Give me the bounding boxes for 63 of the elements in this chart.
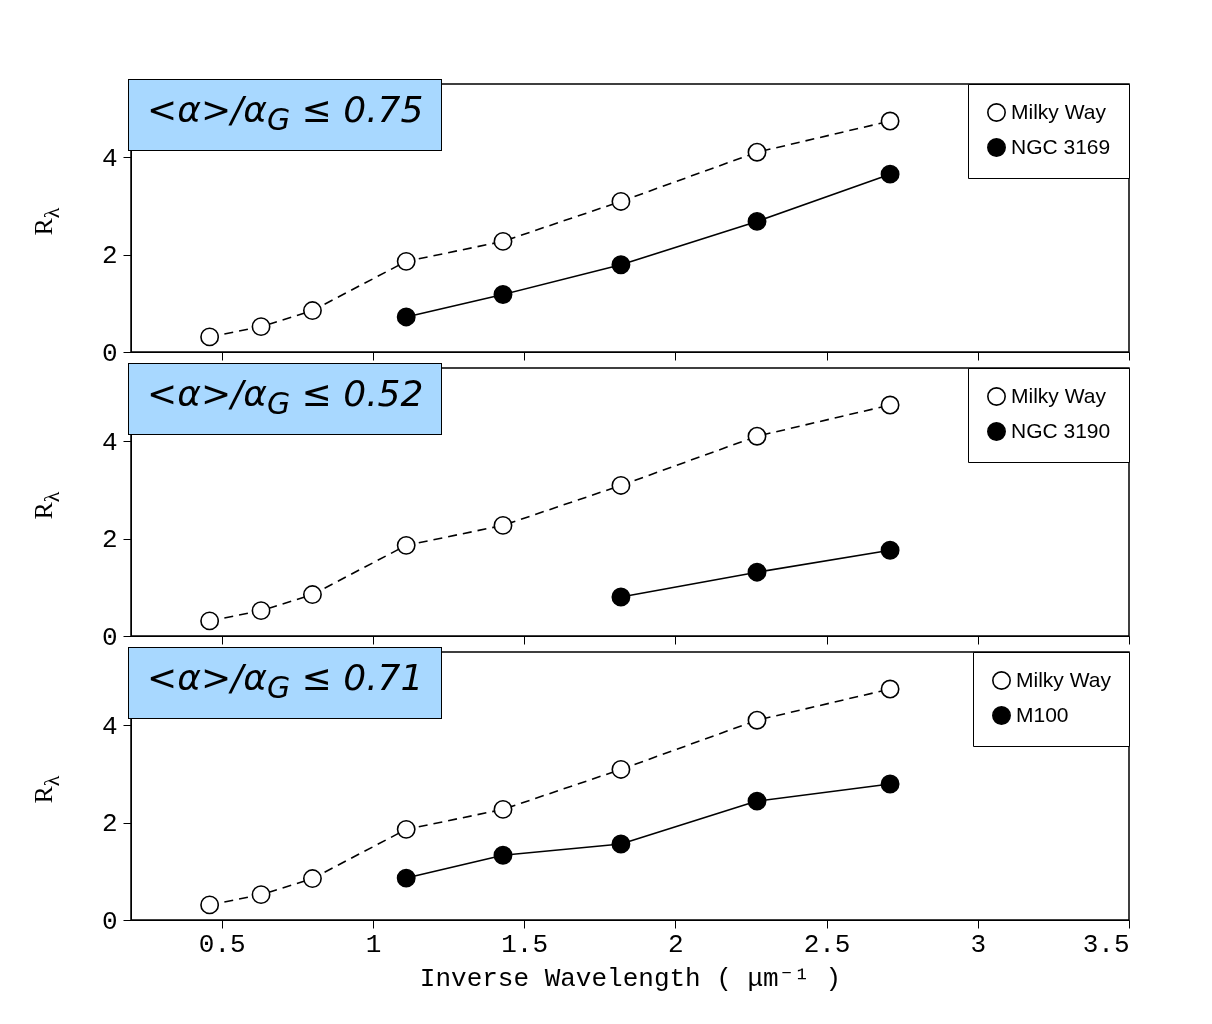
y-tick-label: 2 (101, 241, 118, 272)
y-tick-label: 4 (101, 427, 118, 458)
point (611, 255, 631, 275)
legend-label: Milky Way (1011, 99, 1107, 123)
point (396, 535, 416, 555)
x-tick-label: 1 (365, 929, 382, 960)
point (747, 142, 767, 162)
point (200, 327, 220, 347)
point (880, 540, 900, 560)
point (302, 301, 322, 321)
y-tick-label: 2 (101, 809, 118, 840)
point (611, 475, 631, 495)
y-tick-label: 0 (101, 622, 118, 653)
point (747, 426, 767, 446)
point (880, 395, 900, 415)
point (200, 611, 220, 631)
point (880, 164, 900, 184)
point (747, 211, 767, 231)
point (200, 895, 220, 915)
y-tick-label: 0 (101, 338, 118, 369)
point (880, 679, 900, 699)
legend-label: NGC 3190 (1011, 418, 1111, 442)
x-tick-label: 3 (970, 929, 987, 960)
x-tick-label: 2.5 (803, 929, 851, 960)
point (611, 587, 631, 607)
point (493, 285, 513, 304)
y-tick-label: 4 (101, 711, 118, 742)
legend-label: Milky Way (1011, 383, 1107, 407)
point (747, 562, 767, 582)
point (396, 307, 416, 327)
x-tick-label: 1.5 (501, 929, 549, 960)
point (880, 774, 900, 794)
x-tick-label: 2 (668, 929, 684, 960)
legend-label: M100 (1016, 702, 1069, 726)
point (747, 710, 767, 730)
point (396, 819, 416, 839)
point (611, 834, 631, 854)
point (251, 601, 271, 621)
point (880, 111, 900, 131)
point (493, 799, 513, 819)
point (302, 585, 322, 605)
legend-label: NGC 3169 (1011, 134, 1111, 158)
x-tick-label: 0.5 (198, 929, 246, 960)
point (611, 191, 631, 211)
point (396, 868, 416, 888)
point (747, 791, 767, 811)
point (251, 317, 271, 337)
point (396, 251, 416, 271)
y-tick-label: 0 (101, 906, 118, 937)
annotation: <α>/α$_{G}$ ≤ 0.71 (128, 647, 443, 720)
y-tick-label: 2 (101, 525, 118, 556)
annotation: <α>/α$_{G}$ ≤ 0.52 (128, 363, 443, 436)
point (493, 845, 513, 865)
point (251, 885, 271, 905)
x-tick-label: 3.5 (1082, 929, 1130, 960)
point (493, 515, 513, 535)
legend-label: Milky Way (1016, 667, 1112, 691)
point (611, 759, 631, 779)
x-axis-title: Inverse Wavelength ( μm⁻¹ ) (419, 963, 842, 994)
annotation: <α>/α$_{G}$ ≤ 0.75 (128, 79, 443, 152)
point (302, 869, 322, 889)
y-tick-label: 4 (101, 143, 118, 174)
point (493, 231, 513, 251)
